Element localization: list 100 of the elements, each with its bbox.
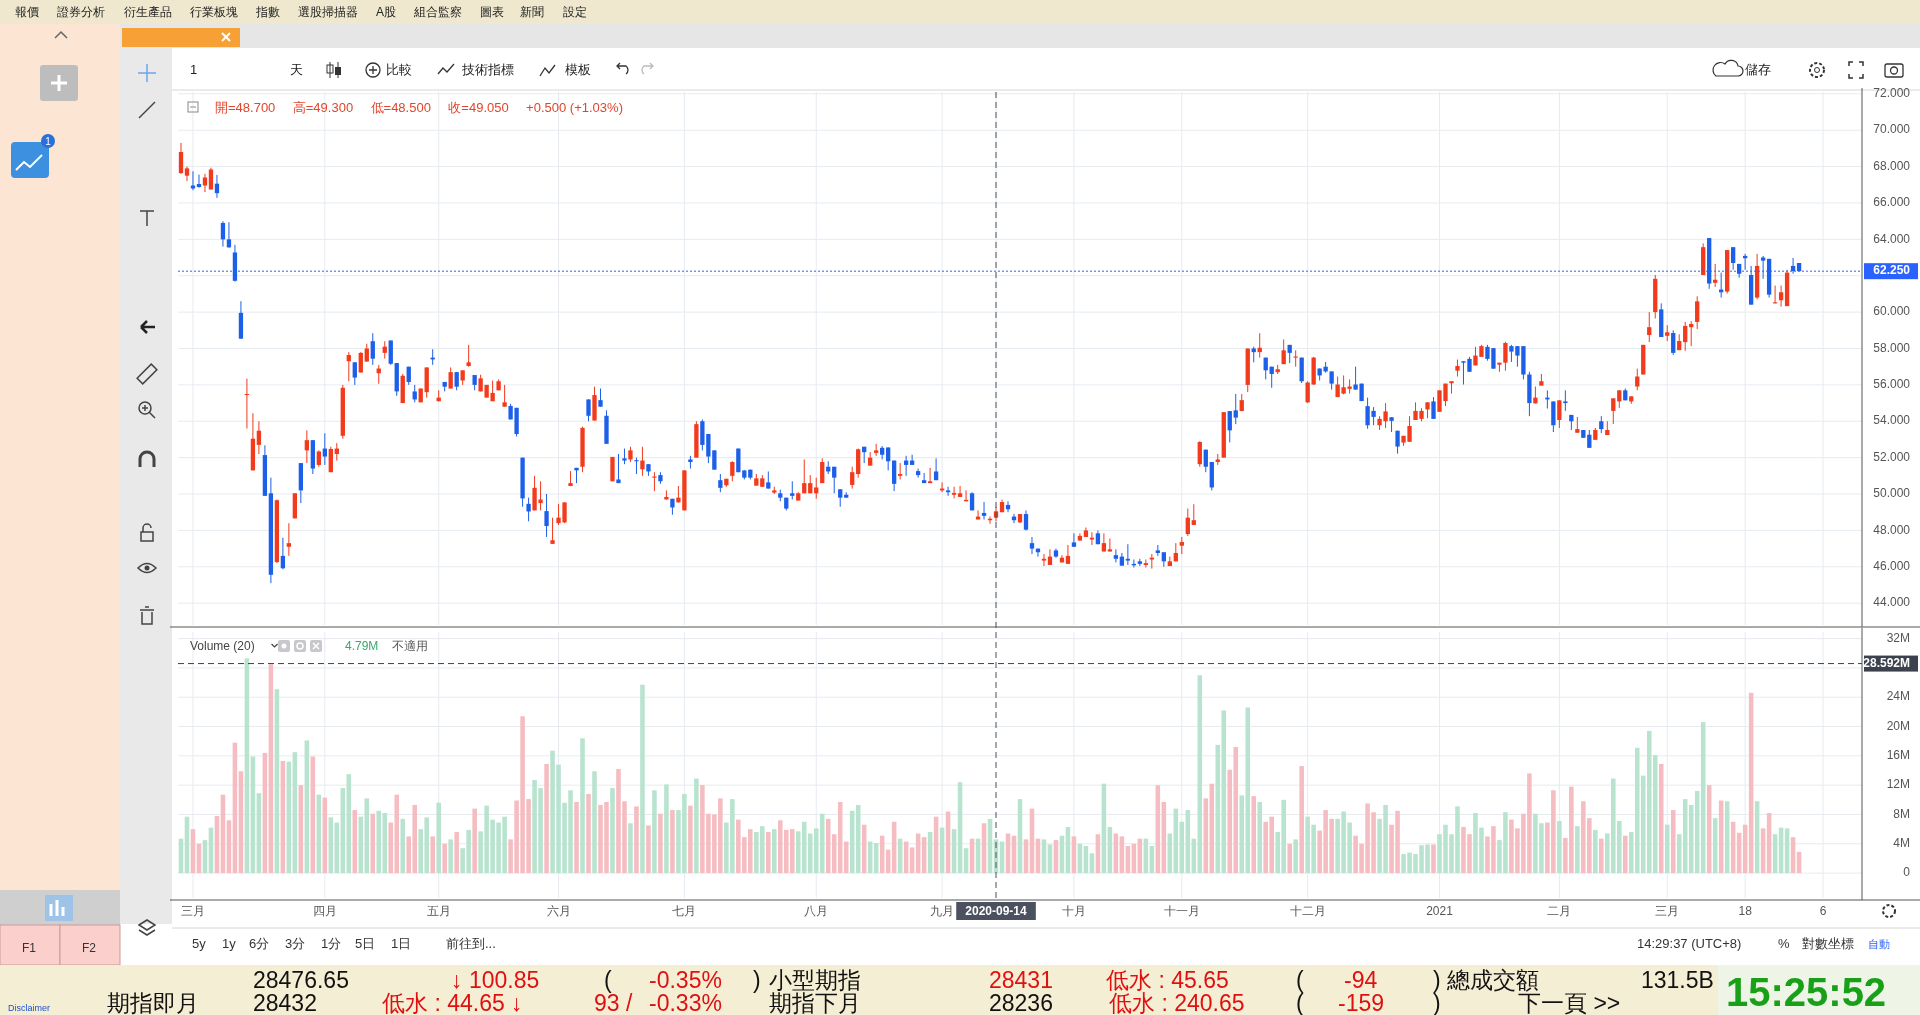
y-tick-label: 68.000 [1873, 158, 1911, 173]
text: 儲存 [1745, 62, 1771, 77]
x-tick-label: 三月 [1655, 904, 1680, 919]
y-tick-label: 72.000 [1873, 85, 1911, 100]
candlestick [1107, 537, 1113, 553]
text: 131.5B [1641, 967, 1714, 993]
text: -0.33% [649, 990, 722, 1015]
bar [1299, 766, 1304, 874]
text: F1 [21, 941, 37, 955]
candlestick [802, 458, 807, 494]
candlestick [897, 462, 903, 480]
text: A股 [376, 5, 397, 19]
x-tick-label: 三月 [180, 904, 205, 919]
text: Disclaimer [8, 1003, 51, 1013]
annotation: 不適用 [391, 639, 428, 653]
candlestick [1790, 257, 1796, 275]
bar [640, 684, 645, 874]
text: Volume (20) [190, 639, 255, 653]
y-tick-label: 54.000 [1873, 413, 1911, 428]
bar [1670, 810, 1676, 874]
bar [1431, 844, 1436, 874]
candlestick [1101, 532, 1107, 553]
y-tick-label: 12M [1886, 777, 1910, 792]
candlestick [718, 473, 723, 493]
candlestick [196, 174, 202, 189]
x-tick-label: 八月 [804, 904, 829, 919]
text: 指數 [255, 5, 280, 19]
x-tick-label: 二月 [1547, 904, 1572, 919]
candlestick [1503, 341, 1508, 372]
text: 低水 : 240.65 [1109, 990, 1245, 1015]
text: 1y [222, 936, 237, 951]
text: 組合監察 [413, 5, 462, 19]
bar [544, 763, 549, 874]
text: 28236 [989, 990, 1053, 1015]
candlestick [328, 446, 333, 473]
annotation: 收=49.050 [448, 100, 509, 115]
text: 14:29:37 (UTC+8) [1637, 936, 1742, 951]
candlestick [1329, 370, 1334, 391]
x-tick-label: 6 [1819, 904, 1827, 919]
y-tick-label: 32M [1886, 630, 1910, 645]
candlestick [1557, 399, 1562, 429]
candlestick [634, 457, 639, 475]
text: 5y [192, 936, 207, 951]
text: ) [753, 967, 761, 993]
x-tick-label: 十一月 [1163, 904, 1200, 919]
bar [1623, 835, 1628, 874]
candlestick [1065, 544, 1071, 565]
bar [634, 806, 639, 874]
candlestick [1647, 311, 1652, 343]
candlestick [1137, 558, 1143, 567]
candlestick [1125, 543, 1131, 566]
candlestick [454, 371, 459, 391]
text: 總成交額 [1446, 967, 1539, 993]
bar [610, 788, 615, 874]
text: -94 [1344, 967, 1378, 993]
text: 28432 [253, 990, 317, 1015]
y-tick-label: 50.000 [1873, 486, 1911, 501]
candlestick [1551, 400, 1556, 433]
candlestick [1563, 389, 1568, 412]
candlestick [1089, 531, 1095, 546]
candlestick [945, 486, 951, 497]
candlestick [951, 486, 957, 499]
candlestick [1731, 246, 1736, 271]
candlestick [586, 398, 591, 422]
candlestick [1281, 338, 1286, 365]
candlestick [730, 460, 735, 482]
bar [442, 843, 447, 874]
text: 1日 [391, 936, 412, 951]
candlestick [544, 493, 549, 538]
text: F2 [81, 941, 97, 955]
candlestick [304, 429, 309, 464]
annotation: 開=48.700 [215, 100, 276, 115]
text: 低水 : 45.65 [1106, 967, 1229, 993]
text: 1 [190, 62, 198, 77]
x-tick-label: 六月 [546, 904, 571, 919]
bar [646, 825, 651, 874]
text: 期指即月 [107, 990, 199, 1015]
text: 圖表 [480, 5, 504, 19]
text: 15:25:52 [1726, 970, 1887, 1014]
candlestick [1671, 329, 1676, 356]
text: 報價 [15, 5, 39, 19]
x-tick-label: 十二月 [1289, 904, 1326, 919]
text: 28476.65 [253, 967, 349, 993]
bar [772, 829, 777, 874]
candlestick [1683, 321, 1688, 352]
candlestick [1113, 548, 1119, 563]
candlestick [358, 351, 363, 374]
bar [1257, 802, 1262, 874]
bar [688, 805, 693, 874]
candlestick [1449, 380, 1454, 395]
y-tick-label: 66.000 [1873, 195, 1911, 210]
x-tick-label: 2020-09-14 [965, 904, 1028, 919]
bar [766, 832, 771, 874]
candlestick [1778, 285, 1784, 308]
candlestick [981, 501, 987, 520]
text: 小型期指 [769, 967, 861, 993]
candlestick [921, 472, 927, 484]
candlestick [550, 517, 555, 545]
y-tick-label: 48.000 [1873, 522, 1911, 537]
candlestick [388, 339, 393, 366]
